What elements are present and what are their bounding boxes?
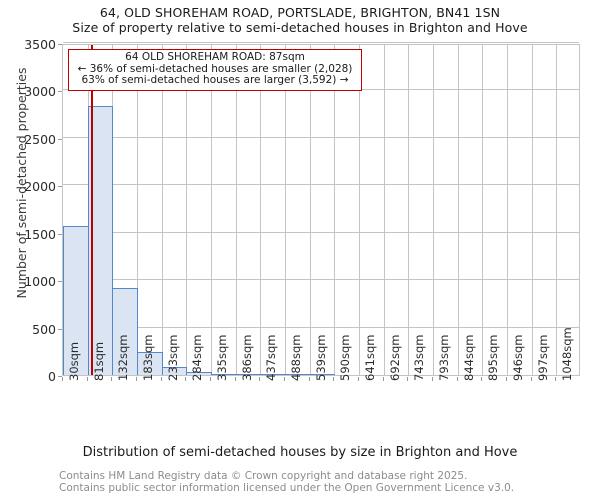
annotation-line-larger: 63% of semi-detached houses are larger (… <box>81 74 349 86</box>
gridline-horizontal <box>63 231 579 233</box>
y-tick-label: 2500 <box>24 131 56 147</box>
gridline-vertical <box>359 45 360 375</box>
x-tick-mark <box>382 377 384 381</box>
x-tick-label: 997sqm <box>535 334 550 381</box>
y-tick-label: 1500 <box>24 226 56 242</box>
x-tick-label: 132sqm <box>116 334 131 381</box>
x-tick-mark <box>456 377 458 381</box>
x-tick-mark <box>185 377 187 381</box>
histogram-bar <box>112 287 138 375</box>
y-tick-label: 500 <box>32 321 56 337</box>
x-tick-label: 641sqm <box>363 334 377 381</box>
x-tick-mark <box>432 377 433 381</box>
plot-inner <box>63 42 579 375</box>
x-tick-mark <box>506 377 507 381</box>
x-tick-mark <box>358 377 359 381</box>
x-tick-label: 81sqm <box>91 341 106 381</box>
gridline-vertical <box>137 45 138 375</box>
x-tick-label: 233sqm <box>165 334 180 381</box>
gridline-horizontal <box>63 326 579 328</box>
x-tick-mark <box>530 377 532 381</box>
x-tick-label: 437sqm <box>264 334 279 381</box>
x-tick-mark <box>136 377 137 381</box>
chart-title-block: 64, OLD SHOREHAM ROAD, PORTSLADE, BRIGHT… <box>0 0 600 36</box>
gridline-vertical <box>408 45 409 375</box>
footer-line-1: Contains HM Land Registry data © Crown c… <box>59 470 468 482</box>
gridline-horizontal <box>63 136 579 138</box>
gridline-vertical <box>458 45 459 375</box>
x-tick-mark <box>160 377 162 381</box>
gridline-horizontal <box>63 279 579 281</box>
y-tick-label: 3500 <box>24 37 56 52</box>
x-tick-mark <box>234 377 236 381</box>
x-tick-label: 946sqm <box>511 334 525 381</box>
y-tick-label: 1000 <box>24 274 56 290</box>
x-tick-label: 692sqm <box>387 334 402 381</box>
x-tick-mark <box>555 377 557 381</box>
x-tick-label: 1048sqm <box>560 327 575 381</box>
footer-attribution: Contains HM Land Registry data © Crown c… <box>59 470 579 494</box>
footer-line-2: Contains public sector information licen… <box>59 482 515 494</box>
x-tick-label: 590sqm <box>338 334 353 381</box>
plot-area <box>62 42 580 376</box>
gridline-vertical <box>482 45 483 375</box>
x-tick-mark <box>407 377 409 381</box>
y-tick-label: 0 <box>48 369 56 384</box>
x-tick-mark <box>308 377 310 381</box>
gridline-vertical <box>236 45 237 375</box>
property-marker-line <box>90 45 93 375</box>
x-tick-label: 844sqm <box>461 334 476 381</box>
x-tick-mark <box>333 377 335 381</box>
gridline-vertical <box>433 45 434 375</box>
gridline-vertical <box>260 45 261 375</box>
x-tick-label: 335sqm <box>215 334 229 381</box>
x-tick-mark <box>259 377 261 381</box>
gridline-vertical <box>334 45 335 375</box>
histogram-bar <box>137 352 163 375</box>
x-axis-title: Distribution of semi-detached houses by … <box>82 445 518 460</box>
x-tick-label: 183sqm <box>141 334 155 381</box>
x-tick-mark <box>62 377 63 381</box>
x-tick-label: 284sqm <box>190 334 205 381</box>
x-tick-mark <box>111 377 113 381</box>
x-tick-label: 895sqm <box>486 334 501 381</box>
y-axis-title: Number of semi-detached properties <box>14 67 29 299</box>
gridline-vertical <box>285 45 286 375</box>
gridline-horizontal <box>63 184 579 186</box>
gridline-vertical <box>556 45 557 375</box>
gridline-vertical <box>186 45 187 375</box>
annotation-line-smaller: ← 36% of semi-detached houses are smalle… <box>77 62 353 75</box>
y-tick-label: 3000 <box>24 84 56 100</box>
gridline-horizontal <box>63 42 579 43</box>
gridline-vertical <box>310 45 311 375</box>
gridline-vertical <box>211 45 212 375</box>
x-tick-mark <box>210 377 211 381</box>
x-tick-label: 488sqm <box>289 334 303 381</box>
gridline-vertical <box>384 45 385 375</box>
page-title: 64, OLD SHOREHAM ROAD, PORTSLADE, BRIGHT… <box>99 5 501 20</box>
x-tick-label: 386sqm <box>239 334 254 381</box>
x-tick-label: 539sqm <box>313 334 328 381</box>
histogram-bar <box>162 366 187 375</box>
x-tick-label: 743sqm <box>412 334 427 381</box>
gridline-vertical <box>507 45 508 375</box>
x-tick-label: 793sqm <box>437 334 451 381</box>
property-annotation-box: 64 OLD SHOREHAM ROAD: 87sqm ← 36% of sem… <box>68 49 362 91</box>
gridline-vertical <box>532 45 533 375</box>
annotation-line-property: 64 OLD SHOREHAM ROAD: 87sqm <box>125 51 305 63</box>
histogram-bar <box>186 372 212 375</box>
y-tick-label: 2000 <box>24 179 56 195</box>
x-tick-mark <box>86 377 88 381</box>
x-tick-label: 30sqm <box>67 341 81 381</box>
x-tick-mark <box>284 377 285 381</box>
chart-subtitle: Size of property relative to semi-detach… <box>72 20 528 35</box>
gridline-vertical <box>162 45 163 375</box>
histogram-bar <box>310 373 335 375</box>
x-tick-mark <box>481 377 483 381</box>
